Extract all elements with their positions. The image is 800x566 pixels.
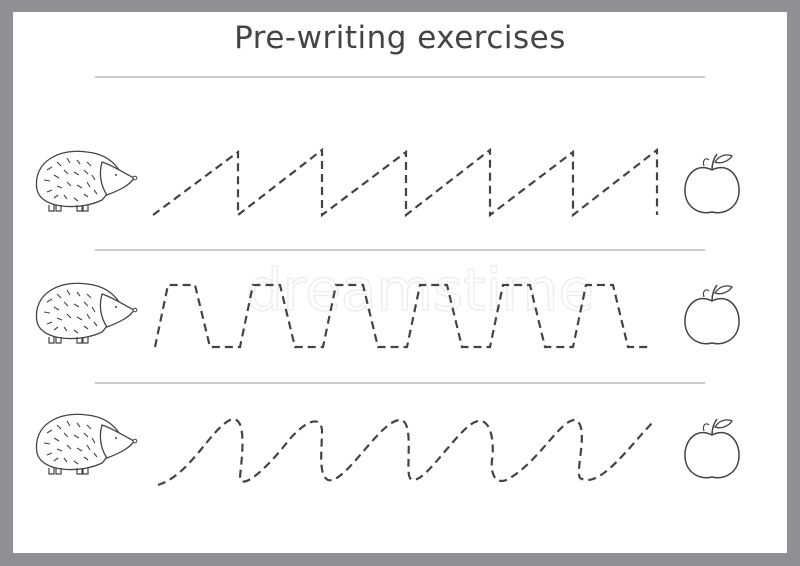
page-title: Pre-writing exercises: [234, 20, 566, 56]
hedgehog-icon: [35, 282, 138, 344]
curvy-trace-line: [157, 418, 656, 487]
hedgehog-icon: [35, 413, 138, 475]
apple-icon: [684, 153, 740, 214]
hedgehog-icon: [35, 150, 138, 212]
trapezoid-trace-line: [153, 283, 650, 349]
watermark: dreamstime: [246, 256, 594, 324]
apple-icon: [684, 418, 740, 479]
apple-icon: [684, 284, 740, 345]
zigzag-trace-line: [152, 147, 659, 218]
worksheet-page: [13, 12, 787, 553]
ruled-lines: [95, 76, 705, 384]
